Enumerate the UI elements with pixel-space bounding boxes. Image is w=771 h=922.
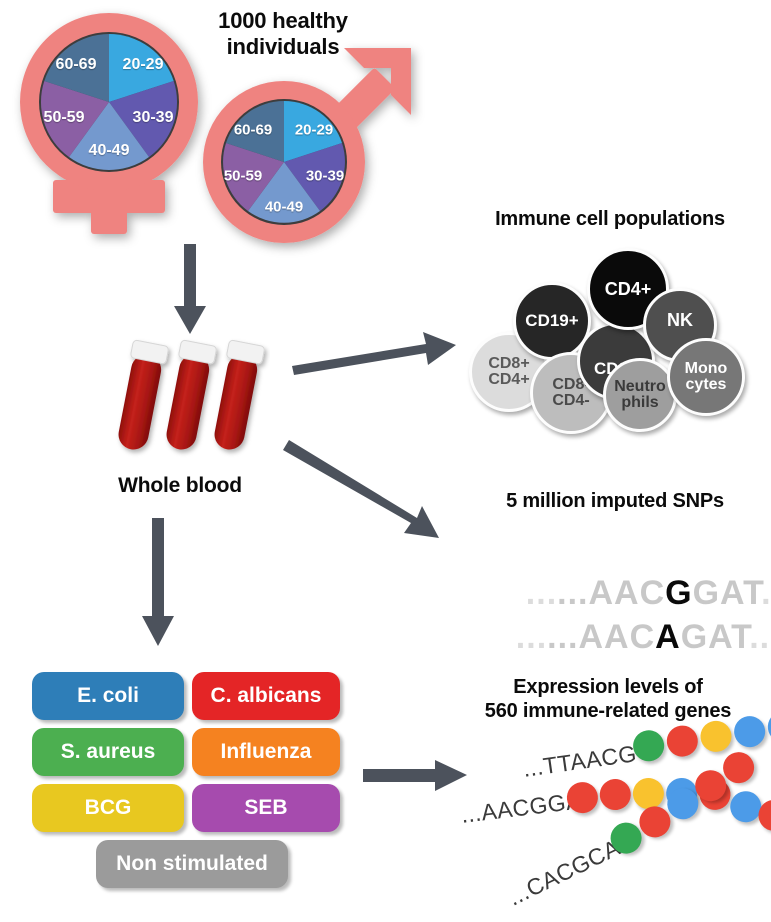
cell-label-line2: CD4+ bbox=[488, 371, 530, 388]
female-pie-label-50-59: 50-59 bbox=[43, 109, 85, 126]
expression-title-line2: 560 immune-related genes bbox=[484, 699, 732, 722]
pie-segment-40-49 bbox=[69, 102, 149, 171]
pill-label: S. aureus bbox=[60, 740, 156, 763]
cell-label-line2: phils bbox=[621, 394, 659, 411]
snp-highlight-1: G bbox=[665, 574, 693, 612]
cell-label-line2: cytes bbox=[685, 376, 727, 393]
snp-highlight-2: A bbox=[655, 618, 681, 656]
pill-label: E. coli bbox=[77, 684, 139, 707]
cell-label-line1: Mono bbox=[684, 359, 728, 377]
expression-bead bbox=[631, 776, 666, 811]
pie-segment-50-59 bbox=[40, 81, 110, 157]
stimulation-panel: E. coli C. albicans S. aureus Influenza … bbox=[30, 672, 350, 894]
expression-bead bbox=[728, 789, 764, 825]
immune-cell-populations-title: Immune cell populations bbox=[495, 208, 725, 230]
male-symbol: 20-29 30-39 40-49 50-59 60-69 bbox=[195, 42, 425, 252]
cell-label: NK bbox=[667, 310, 693, 330]
pie-segment-30-39 bbox=[109, 81, 178, 157]
pie-segment-60-69 bbox=[226, 100, 284, 162]
whole-blood-label: Whole blood bbox=[118, 474, 242, 497]
snp-prefix-1: ...AAC bbox=[557, 574, 666, 612]
cell-label-line1: CD8- bbox=[552, 375, 590, 393]
pie-segment-20-29 bbox=[109, 33, 174, 102]
stimulation-pill-non-stimulated[interactable]: Non stimulated bbox=[96, 840, 288, 888]
immune-cell-cluster: CD8+ CD4+ CD19+ CD8- CD4- CD8+ CD4+ Neut… bbox=[455, 240, 771, 434]
stimulation-pill-bcg[interactable]: BCG bbox=[32, 784, 184, 832]
stimulation-pill-e-coli[interactable]: E. coli bbox=[32, 672, 184, 720]
cohort-title-line1: 1000 healthy bbox=[218, 8, 348, 33]
cell-label-line1: CD8+ bbox=[488, 354, 530, 372]
female-pie-label-20-29: 20-29 bbox=[122, 56, 164, 73]
male-pie-label-50-59: 50-59 bbox=[223, 167, 263, 185]
female-pie-label-40-49: 40-49 bbox=[88, 142, 130, 159]
female-pie-label-60-69: 60-69 bbox=[55, 56, 97, 73]
male-pie-label-30-39: 30-39 bbox=[305, 167, 345, 185]
snp-allele-row-2: ......AACAGAT... bbox=[474, 579, 771, 696]
pie-segment-20-29 bbox=[284, 100, 342, 162]
immune-cell-cd19pos: CD19+ bbox=[513, 282, 591, 360]
immune-cell-neutrophils: Neutro phils bbox=[603, 358, 677, 432]
snp-suffix-1: GAT bbox=[692, 574, 762, 612]
expression-bead bbox=[765, 709, 771, 745]
pie-segment-40-49 bbox=[248, 162, 320, 223]
pill-label: Non stimulated bbox=[116, 852, 268, 875]
pill-label: C. albicans bbox=[210, 684, 322, 707]
cell-label: CD19+ bbox=[525, 311, 579, 331]
expression-strand-group: ...TTAACGG ...AACGGAT ...CACGCAA bbox=[455, 709, 771, 918]
female-pie-label-30-39: 30-39 bbox=[132, 109, 174, 126]
male-pie-label-40-49: 40-49 bbox=[264, 198, 304, 216]
pie-segment-60-69 bbox=[44, 33, 109, 102]
expression-title-line1: Expression levels of bbox=[513, 676, 703, 698]
pill-label: Influenza bbox=[220, 740, 312, 763]
expression-title: Expression levels of 560 immune-related … bbox=[452, 676, 764, 723]
stimulation-pill-seb[interactable]: SEB bbox=[192, 784, 340, 832]
female-age-pie bbox=[40, 33, 178, 171]
male-pie-label-60-69: 60-69 bbox=[233, 121, 273, 139]
stimulation-pill-s-aureus[interactable]: S. aureus bbox=[32, 728, 184, 776]
female-symbol-svg bbox=[20, 13, 198, 234]
snp-tail-2: ... bbox=[749, 618, 771, 656]
arrow-blood-to-snps bbox=[283, 440, 439, 538]
female-symbol: 20-29 30-39 40-49 50-59 60-69 bbox=[6, 8, 221, 238]
blood-tubes-svg bbox=[118, 339, 265, 450]
pill-label: SEB bbox=[244, 796, 288, 819]
expression-bead bbox=[598, 777, 633, 812]
snp-title: 5 million imputed SNPs bbox=[506, 490, 724, 512]
snp-suffix-2: GAT bbox=[680, 618, 750, 656]
cohort-title-line2: individuals bbox=[226, 33, 340, 59]
cell-label-line1: Neutro bbox=[614, 377, 666, 395]
male-symbol-svg bbox=[203, 48, 411, 243]
arrow-blood-to-immune-cells bbox=[292, 332, 456, 375]
pie-segment-30-39 bbox=[284, 143, 345, 211]
stimulation-pill-c-albicans[interactable]: C. albicans bbox=[192, 672, 340, 720]
cell-label-line2: CD4- bbox=[552, 392, 590, 409]
snp-tail-1: ... bbox=[761, 574, 771, 612]
snp-alignment: ......AACGGAT... ......AACAGAT... bbox=[470, 535, 771, 656]
male-pie-label-20-29: 20-29 bbox=[294, 121, 334, 139]
immune-cell-monocytes: Mono cytes bbox=[667, 338, 745, 416]
expression-bead bbox=[664, 723, 700, 759]
arrow-blood-to-stimulations bbox=[142, 518, 174, 646]
snp-prefix-2: ...AAC bbox=[547, 618, 656, 656]
arrow-stimulations-to-expression bbox=[363, 760, 467, 791]
cohort-title: 1000 healthy individuals bbox=[178, 8, 388, 60]
arrow-cohort-to-blood bbox=[174, 244, 206, 334]
pie-segment-50-59 bbox=[223, 143, 284, 211]
snp-prefix-dots: ... bbox=[515, 618, 548, 656]
male-age-pie bbox=[223, 100, 345, 223]
pill-label: BCG bbox=[84, 796, 132, 819]
cell-label: CD4+ bbox=[604, 278, 652, 299]
whole-blood-tubes bbox=[110, 336, 270, 466]
snp-allele-row-1: ......AACGGAT... bbox=[484, 535, 771, 652]
expression-bead bbox=[698, 718, 734, 754]
snp-prefix-dots: ... bbox=[525, 574, 558, 612]
stimulation-pill-influenza[interactable]: Influenza bbox=[192, 728, 340, 776]
